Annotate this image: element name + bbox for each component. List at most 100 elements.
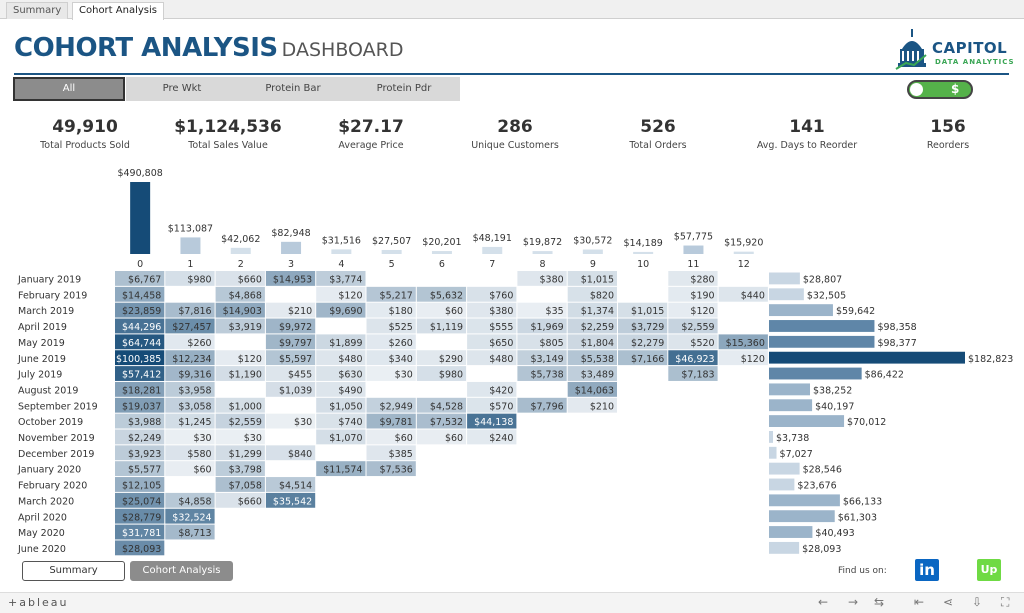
cohort-analysis-nav-button[interactable]: Cohort Analysis — [130, 561, 233, 581]
cohort-total-hbar-label: $40,493 — [815, 528, 854, 539]
fullscreen-icon[interactable]: ⛶ — [1001, 595, 1010, 609]
heatmap-cell — [265, 350, 316, 366]
heatmap-cell — [316, 302, 366, 318]
heatmap-cell — [215, 318, 265, 334]
cohort-total-bar — [180, 237, 201, 254]
cohort-total-hbar-label: $38,252 — [813, 385, 852, 396]
filter-protein-pdr-button[interactable]: Protein Pdr — [348, 77, 460, 101]
heatmap-cell-value: $180 — [389, 306, 413, 317]
pause-icon[interactable]: ⇤ — [914, 595, 925, 609]
heatmap-cell-value: $3,149 — [530, 354, 563, 365]
cohort-total-bar — [633, 251, 654, 254]
heatmap-cell-value: $660 — [238, 275, 262, 286]
heatmap-cell — [265, 445, 316, 461]
cohort-row-label: January 2019 — [17, 275, 81, 286]
heatmap-cell — [265, 477, 316, 492]
cohort-total-bar — [431, 251, 452, 254]
heatmap-cell-value: $1,374 — [581, 306, 614, 317]
find-us-label: Find us on: — [838, 566, 887, 576]
kpi-label: Total Sales Value — [188, 140, 268, 151]
heatmap-cell-value: $7,532 — [430, 417, 463, 428]
heatmap-cell-value: $14,063 — [575, 385, 614, 396]
filter-pre-wkt-button[interactable]: Pre Wkt — [126, 77, 238, 101]
heatmap-cell — [165, 350, 215, 366]
redo-icon[interactable]: → — [848, 595, 859, 609]
title-divider — [14, 73, 1009, 75]
cohort-month-index-label: 10 — [637, 259, 649, 270]
tab-cohort-analysis[interactable]: Cohort Analysis — [72, 2, 164, 20]
heatmap-cell-value: $100,385 — [116, 354, 161, 365]
heatmap-cell — [215, 397, 265, 413]
heatmap-cell — [115, 334, 165, 350]
kpi-average-price: $27.17 Average Price — [301, 117, 441, 151]
cohort-month-index-label: 4 — [338, 259, 344, 270]
cohort-total-hbar-label: $86,422 — [865, 370, 904, 381]
dollar-icon: $ — [951, 82, 960, 96]
heatmap-cell — [618, 302, 668, 318]
heatmap-cell-value: $5,538 — [581, 354, 614, 365]
currency-toggle[interactable]: $ — [907, 80, 973, 99]
heatmap-cell — [316, 413, 366, 429]
kpi-label: Unique Customers — [471, 140, 559, 151]
heatmap-cell — [718, 286, 768, 302]
filter-all-button[interactable]: All — [13, 77, 125, 101]
heatmap-cell-value: $64,744 — [122, 338, 161, 349]
cohort-total-hbar — [769, 399, 813, 412]
heatmap-cell-value: $8,713 — [178, 528, 211, 539]
heatmap-cell-value: $380 — [540, 275, 564, 286]
linkedin-icon[interactable]: in — [915, 559, 939, 581]
cohort-total-hbar — [769, 304, 833, 317]
heatmap-cell — [567, 366, 617, 381]
heatmap-cell — [215, 350, 265, 366]
cohort-total-hbar-label: $7,027 — [780, 449, 813, 460]
capitol-dome-icon — [895, 29, 927, 70]
cohort-total-hbar — [769, 367, 862, 380]
heatmap-cell-value: $3,729 — [631, 322, 664, 333]
heatmap-cell — [467, 397, 517, 413]
heatmap-cell-value: $4,858 — [178, 496, 211, 507]
share-icon[interactable]: ⋖ — [943, 595, 954, 609]
download-icon[interactable]: ⇩ — [972, 595, 983, 609]
cohort-total-bar — [482, 246, 503, 254]
cohort-total-hbar — [769, 383, 811, 396]
heatmap-cell-value: $60 — [445, 306, 463, 317]
heatmap-cell-value: $290 — [439, 354, 463, 365]
heatmap-cell-value: $340 — [389, 354, 413, 365]
heatmap-cell-value: $580 — [187, 449, 211, 460]
cohort-total-bar — [230, 247, 251, 254]
undo-icon[interactable]: ← — [818, 595, 829, 609]
heatmap-cell-value: $440 — [741, 290, 765, 301]
heatmap-cell — [467, 286, 517, 302]
heatmap-cell — [265, 381, 316, 397]
cohort-total-hbar-label: $59,642 — [836, 306, 875, 317]
cohort-month-index-label: 2 — [238, 259, 244, 270]
heatmap-cell-value: $1,039 — [279, 385, 312, 396]
heatmap-cell — [316, 461, 366, 477]
heatmap-cell-value: $190 — [690, 290, 714, 301]
heatmap-cell — [115, 445, 165, 461]
heatmap-cell — [416, 366, 467, 381]
cohort-total-hbar-label: $182,823 — [968, 354, 1013, 365]
logo-subtitle: DATA ANALYTICS — [935, 58, 1015, 66]
heatmap-cell-value: $240 — [489, 433, 513, 444]
heatmap-cell-value: $805 — [540, 338, 564, 349]
summary-nav-button[interactable]: Summary — [22, 561, 125, 581]
heatmap-cell-value: $980 — [439, 370, 463, 381]
cohort-row-label: May 2019 — [18, 338, 65, 349]
upwork-icon[interactable]: Up — [977, 559, 1001, 581]
heatmap-cell-value: $210 — [590, 401, 614, 412]
tab-summary[interactable]: Summary — [6, 2, 69, 19]
heatmap-cell — [416, 397, 467, 413]
cohort-total-bar — [381, 249, 402, 254]
heatmap-cell — [115, 271, 165, 286]
cohort-month-index-label: 6 — [439, 259, 445, 270]
cohort-month-index-label: 11 — [687, 259, 699, 270]
cohort-total-hbar-label: $40,197 — [815, 401, 854, 412]
cohort-row-label: February 2019 — [18, 290, 87, 301]
heatmap-cell — [467, 302, 517, 318]
cohort-total-hbar-label: $70,012 — [847, 417, 886, 428]
cohort-total-hbar-label: $98,377 — [877, 338, 916, 349]
heatmap-cell-value: $11,574 — [323, 465, 362, 476]
filter-protein-bar-button[interactable]: Protein Bar — [237, 77, 349, 101]
revert-icon[interactable]: ⇆ — [874, 595, 885, 609]
